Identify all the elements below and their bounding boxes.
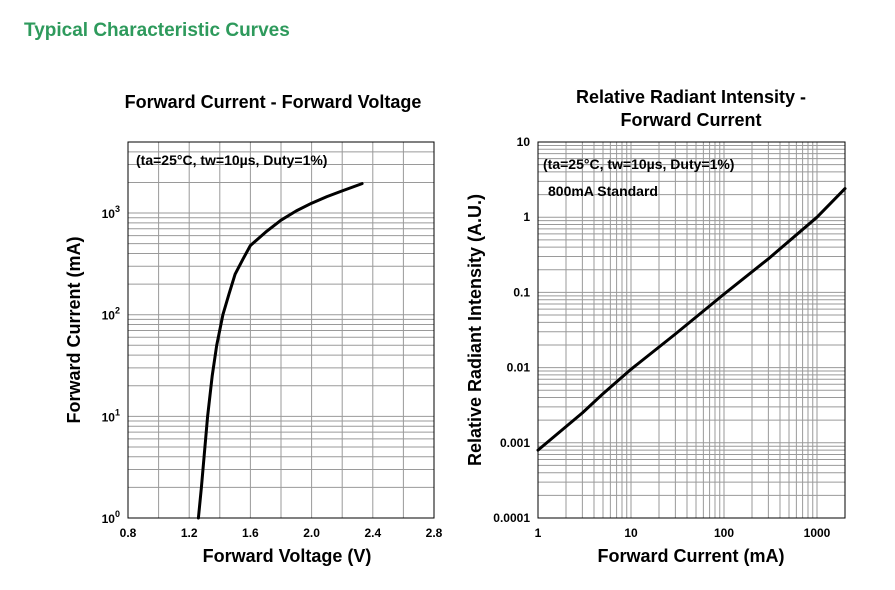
chart2-x-tick-label: 1000 xyxy=(804,526,831,540)
chart2-y-axis-label: Relative Radiant Intensity (A.U.) xyxy=(465,194,485,466)
chart2-annotation-standard: 800mA Standard xyxy=(548,183,658,199)
chart2-y-tick-label: 0.0001 xyxy=(493,511,530,525)
chart1-x-tick-label: 1.6 xyxy=(242,526,259,540)
chart1-plot-frame xyxy=(127,141,435,519)
chart1-y-tick-label: 103 xyxy=(102,204,120,221)
chart1-series-line xyxy=(196,182,364,520)
chart2-annotation: (ta=25°C, tw=10µs, Duty=1%) xyxy=(543,156,734,172)
chart1-x-tick-label: 2.8 xyxy=(426,526,443,540)
chart1-x-tick-label: 2.0 xyxy=(303,526,320,540)
chart2-x-tick-label: 10 xyxy=(624,526,638,540)
chart1-x-tick-label: 2.4 xyxy=(364,526,381,540)
chart2-grid xyxy=(538,142,845,518)
chart2-y-tick-label: 0.001 xyxy=(500,436,530,450)
chart2-title-line-2: Forward Current xyxy=(620,110,761,130)
chart2-y-tick-label: 10 xyxy=(517,135,531,149)
chart2-y-ticks: 0.0001 0.001 0.01 0.1 1 10 xyxy=(493,135,530,525)
chart2-y-tick-label: 0.01 xyxy=(507,361,531,375)
chart1-x-ticks: 0.8 1.2 1.6 2.0 2.4 2.8 xyxy=(120,526,443,540)
chart2-x-tick-label: 100 xyxy=(714,526,734,540)
chart2-plot-frame xyxy=(537,141,846,519)
chart2-x-axis-label: Forward Current (mA) xyxy=(597,546,784,566)
chart1-x-tick-label: 0.8 xyxy=(120,526,137,540)
chart-relative-intensity-current: Relative Radiant Intensity - Forward Cur… xyxy=(465,87,847,566)
chart1-title: Forward Current - Forward Voltage xyxy=(125,92,422,112)
page-heading: Typical Characteristic Curves xyxy=(24,20,290,41)
chart1-x-axis-label: Forward Voltage (V) xyxy=(203,546,372,566)
chart1-y-tick-label: 102 xyxy=(102,306,120,323)
chart1-y-ticks: 100 101 102 103 xyxy=(102,204,120,526)
chart1-y-tick-label: 101 xyxy=(102,407,120,424)
chart1-x-tick-label: 1.2 xyxy=(181,526,198,540)
chart1-y-axis-label: Forward Current (mA) xyxy=(64,236,84,423)
chart2-y-tick-label: 1 xyxy=(523,210,530,224)
chart2-x-tick-label: 1 xyxy=(535,526,542,540)
chart1-annotation: (ta=25°C, tw=10µs, Duty=1%) xyxy=(136,152,327,168)
chart2-title-line-1: Relative Radiant Intensity - xyxy=(576,87,806,107)
chart2-y-tick-label: 0.1 xyxy=(513,285,530,299)
chart-forward-current-voltage: Forward Current - Forward Voltage 0.8 1.2… xyxy=(64,92,443,566)
chart1-y-tick-label: 100 xyxy=(102,509,120,526)
chart2-series-line xyxy=(536,187,847,452)
chart2-x-ticks: 1 10 100 1000 xyxy=(535,526,831,540)
chart1-grid xyxy=(128,142,434,518)
